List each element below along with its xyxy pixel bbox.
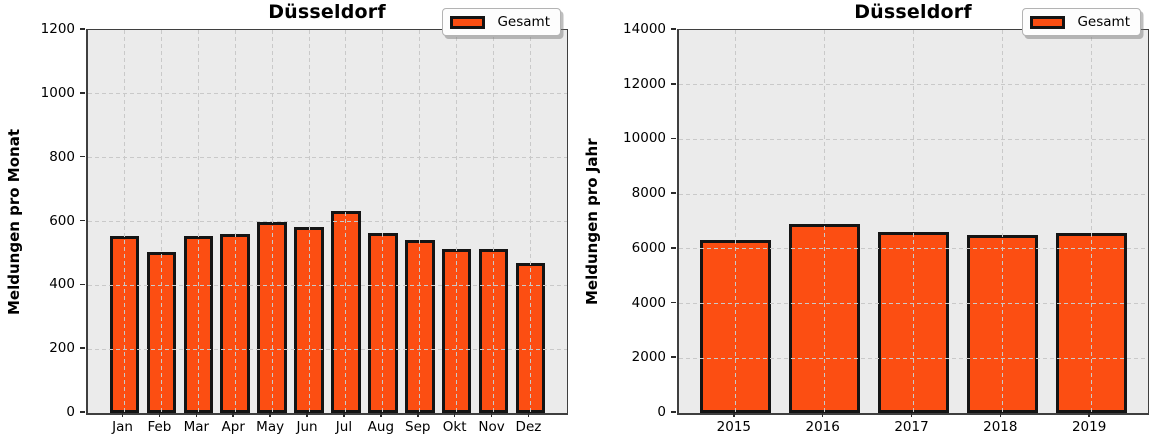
y-tick-mark [671,411,676,413]
y-tick-mark [671,192,676,194]
plot-area [677,29,1149,415]
v-gridline [345,30,347,413]
x-tick-mark [527,412,530,417]
x-tick-label: Jan [112,419,133,435]
v-gridline [493,30,495,413]
y-tick-mark [671,28,676,30]
chart-yearly: Düsseldorf Meldungen pro Jahr Gesamt 0 20… [582,0,1164,442]
x-tick-mark [910,412,913,417]
x-tick-mark [453,412,456,417]
x-tick-mark [490,412,493,417]
x-tick-label: Mar [183,419,210,435]
v-gridline [160,30,162,413]
x-tick-mark [343,412,345,417]
x-tick-label: Nov [478,419,505,435]
x-tick-label: Feb [147,419,172,435]
x-tick-mark [733,412,735,417]
legend-label: Gesamt [497,14,550,30]
x-tick-mark [121,412,124,417]
x-tick-mark [269,412,271,417]
legend: Gesamt [1022,8,1141,36]
y-tick-label: 2000 [631,349,666,366]
y-tick-label: 200 [49,340,75,357]
x-tick-label: 2019 [1071,419,1107,435]
h-gridline [88,284,567,286]
x-tick-mark [821,412,824,417]
x-tick-mark [232,412,235,417]
x-tick-label: 2016 [805,419,840,435]
x-tick-label: Okt [442,419,467,435]
x-tick-label: Jun [296,419,318,435]
y-tick-label: 10000 [623,130,666,147]
v-gridline [124,30,126,413]
y-tick-label: 14000 [623,21,666,37]
v-gridline [382,30,384,413]
legend: Gesamt [442,8,561,36]
x-tick-label: 2015 [716,419,752,435]
y-tick-label: 0 [657,404,666,420]
y-tick-label: 800 [49,148,75,165]
y-tick-mark [671,301,676,304]
h-gridline [88,157,567,159]
y-tick-label: 1200 [40,21,75,37]
legend-label: Gesamt [1077,14,1130,30]
x-tick-label: Sep [405,419,431,435]
y-tick-mark [80,411,85,413]
y-tick-mark [671,356,676,359]
y-tick-label: 0 [66,404,75,420]
y-tick-mark [80,283,85,286]
y-tick-label: 4000 [631,294,666,311]
h-gridline [88,93,567,95]
y-tick-mark [80,219,85,222]
chart-title: Düsseldorf [268,1,386,23]
h-gridline [88,221,567,222]
legend-swatch-icon [450,15,486,29]
x-tick-label: Aug [367,419,395,435]
x-tick-mark [999,412,1002,417]
h-gridline [88,348,567,350]
x-tick-mark [416,412,419,417]
plot-area [86,29,568,415]
x-tick-mark [306,412,308,417]
y-tick-label: 8000 [631,185,666,202]
v-gridline [735,30,737,413]
v-gridline [308,30,310,413]
x-tick-mark [195,412,198,417]
x-tick-mark [1088,412,1090,417]
x-tick-label: Jul [335,419,353,435]
y-tick-label: 6000 [631,239,666,256]
x-tick-label: 2018 [983,419,1018,435]
x-tick-mark [380,412,382,417]
y-tick-label: 12000 [623,75,666,92]
y-tick-mark [80,347,85,349]
x-tick-label: Dez [515,419,542,435]
y-tick-mark [671,82,676,85]
v-gridline [419,30,421,413]
y-tick-label: 600 [49,212,75,229]
x-tick-label: May [256,419,285,435]
v-gridline [1090,30,1092,413]
v-gridline [824,30,826,413]
v-gridline [529,30,531,413]
v-gridline [913,30,914,413]
y-tick-mark [671,137,676,140]
x-tick-label: Apr [221,419,245,435]
v-gridline [456,30,458,413]
v-gridline [271,30,273,413]
y-tick-mark [80,92,85,94]
x-tick-label: 2017 [894,419,929,435]
chart-title: Düsseldorf [854,1,972,23]
v-gridline [234,30,236,413]
x-tick-mark [158,412,161,417]
v-gridline [197,30,199,413]
y-tick-mark [80,155,85,158]
y-tick-mark [80,28,85,30]
y-tick-label: 1000 [40,84,75,101]
y-tick-label: 400 [49,276,75,293]
y-tick-mark [671,247,676,249]
v-gridline [1001,30,1003,413]
legend-swatch-icon [1030,15,1066,29]
